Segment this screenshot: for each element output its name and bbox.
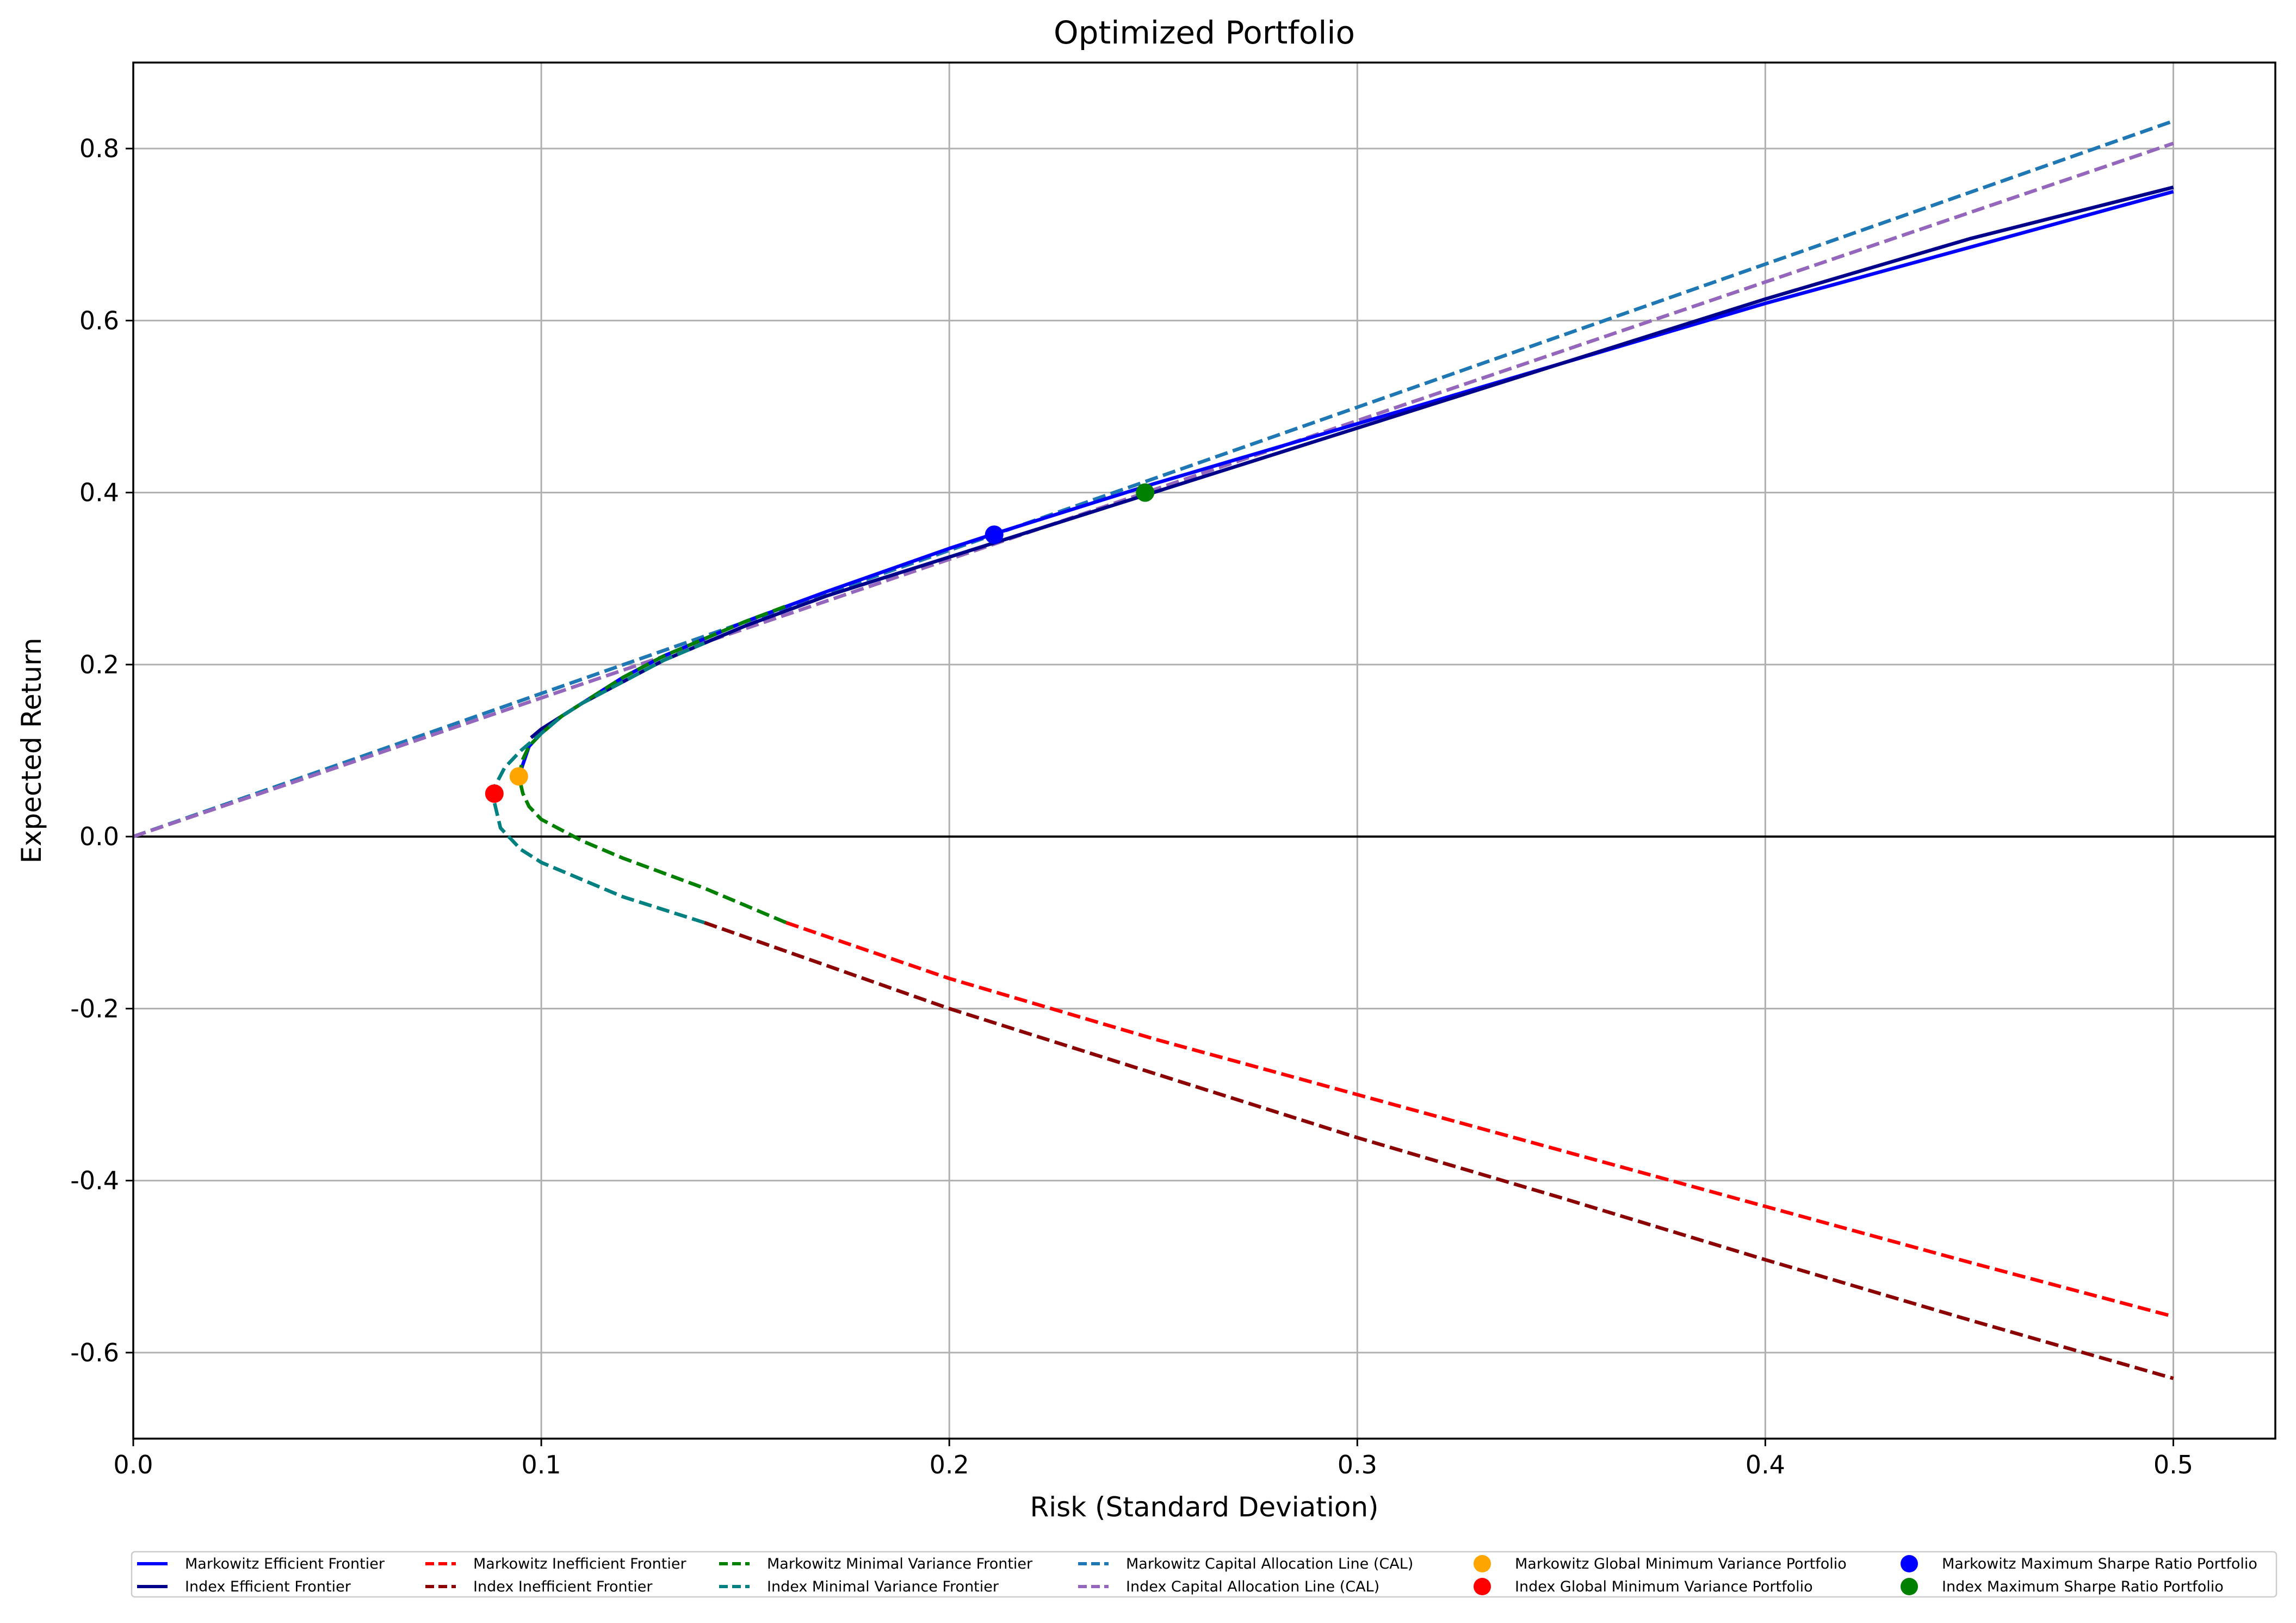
y-tick-label: 0.0 bbox=[79, 822, 119, 851]
legend-label: Markowitz Efficient Frontier bbox=[185, 1556, 385, 1572]
y-tick-label: -0.4 bbox=[70, 1166, 119, 1195]
markowitz-maximum-sharpe-ratio-portfolio-point bbox=[985, 525, 1004, 544]
y-tick-label: -0.6 bbox=[70, 1338, 119, 1367]
x-tick-label: 0.1 bbox=[522, 1450, 561, 1479]
legend-label: Markowitz Maximum Sharpe Ratio Portfolio bbox=[1942, 1556, 2257, 1572]
markowitz-minimal-variance-frontier-line bbox=[517, 604, 787, 925]
y-tick-label: -0.2 bbox=[70, 994, 119, 1023]
x-tick-label: 0.0 bbox=[113, 1450, 153, 1479]
x-tick-label: 0.5 bbox=[2153, 1450, 2193, 1479]
legend: Markowitz Efficient Frontier Index Effici… bbox=[131, 1551, 2278, 1598]
legend-swatch bbox=[1474, 1555, 1491, 1572]
markowitz-capital-allocation-line-cal-line bbox=[132, 119, 2174, 839]
legend-label: Markowitz Minimal Variance Frontier bbox=[767, 1556, 1033, 1572]
legend-swatch bbox=[1901, 1555, 1918, 1572]
plot-frame bbox=[132, 61, 2276, 1440]
series-layer bbox=[132, 119, 2174, 1380]
x-axis-label: Risk (Standard Deviation) bbox=[1030, 1491, 1378, 1523]
y-axis-label: Expected Return bbox=[16, 637, 47, 863]
y-tick-label: 0.8 bbox=[79, 134, 119, 163]
index-minimal-variance-frontier-line bbox=[492, 641, 705, 925]
legend-label: Markowitz Capital Allocation Line (CAL) bbox=[1126, 1556, 1413, 1572]
x-tick-label: 0.2 bbox=[930, 1450, 969, 1479]
legend-label: Index Capital Allocation Line (CAL) bbox=[1126, 1578, 1379, 1595]
legend-label: Markowitz Global Minimum Variance Portfo… bbox=[1515, 1556, 1847, 1572]
y-tick-label: 0.2 bbox=[79, 650, 119, 679]
index-global-minimum-variance-portfolio-point bbox=[485, 784, 504, 803]
y-tick-label: 0.6 bbox=[79, 306, 119, 335]
axis-ticks: 0.0 0.1 0.2 0.3 0.4 0.5 -0.6 -0.4 -0.2 0.0 0.2 0.4 0… bbox=[70, 134, 2193, 1479]
legend-swatch bbox=[1474, 1578, 1491, 1595]
legend-label: Index Inefficient Frontier bbox=[473, 1578, 653, 1595]
y-tick-label: 0.4 bbox=[79, 478, 119, 507]
markowitz-inefficient-frontier-line bbox=[785, 921, 2174, 1318]
x-tick-label: 0.4 bbox=[1746, 1450, 1785, 1479]
legend-label: Index Efficient Frontier bbox=[185, 1578, 351, 1595]
markowitz-global-minimum-variance-portfolio-point bbox=[509, 767, 528, 786]
chart-title: Optimized Portfolio bbox=[1054, 14, 1355, 51]
legend-swatch bbox=[1901, 1578, 1918, 1595]
legend-label: Index Minimal Variance Frontier bbox=[767, 1578, 999, 1595]
legend-label: Index Maximum Sharpe Ratio Portfolio bbox=[1942, 1578, 2224, 1595]
legend-label: Index Global Minimum Variance Portfolio bbox=[1515, 1578, 1813, 1595]
x-tick-label: 0.3 bbox=[1338, 1450, 1377, 1479]
index-maximum-sharpe-ratio-portfolio-point bbox=[1136, 483, 1155, 502]
legend-box bbox=[131, 1551, 2278, 1598]
legend-label: Markowitz Inefficient Frontier bbox=[473, 1556, 686, 1572]
